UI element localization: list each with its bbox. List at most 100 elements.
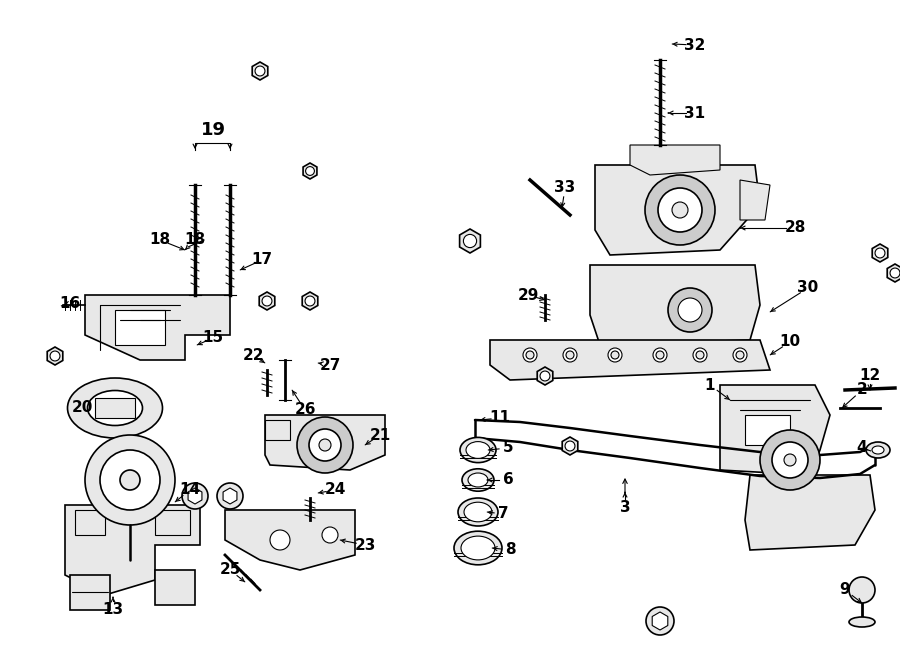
Polygon shape xyxy=(562,437,578,455)
Circle shape xyxy=(306,167,314,175)
Text: 6: 6 xyxy=(502,473,513,488)
Text: 2: 2 xyxy=(857,383,868,397)
Text: 27: 27 xyxy=(320,358,341,373)
Circle shape xyxy=(672,202,688,218)
Circle shape xyxy=(566,351,574,359)
Polygon shape xyxy=(303,163,317,179)
Ellipse shape xyxy=(462,469,494,491)
Text: 14: 14 xyxy=(179,483,201,498)
Text: 8: 8 xyxy=(505,543,516,557)
Circle shape xyxy=(693,348,707,362)
Polygon shape xyxy=(302,292,318,310)
Circle shape xyxy=(563,348,577,362)
Ellipse shape xyxy=(68,378,163,438)
Polygon shape xyxy=(630,145,720,175)
Text: 1: 1 xyxy=(705,377,716,393)
Circle shape xyxy=(656,351,664,359)
Circle shape xyxy=(217,483,243,509)
Polygon shape xyxy=(745,475,875,550)
Circle shape xyxy=(182,483,208,509)
Polygon shape xyxy=(652,612,668,630)
Ellipse shape xyxy=(460,438,496,463)
Polygon shape xyxy=(47,347,63,365)
Circle shape xyxy=(319,439,331,451)
Ellipse shape xyxy=(866,442,890,458)
Circle shape xyxy=(540,371,550,381)
Polygon shape xyxy=(490,340,770,380)
Circle shape xyxy=(646,607,674,635)
Circle shape xyxy=(645,175,715,245)
Circle shape xyxy=(668,288,712,332)
Circle shape xyxy=(890,268,900,278)
Ellipse shape xyxy=(461,536,495,560)
Text: 3: 3 xyxy=(620,500,630,516)
Polygon shape xyxy=(155,510,190,535)
Text: 30: 30 xyxy=(797,280,819,295)
Text: 5: 5 xyxy=(503,440,513,455)
Circle shape xyxy=(696,351,704,359)
Circle shape xyxy=(322,527,338,543)
Circle shape xyxy=(733,348,747,362)
Polygon shape xyxy=(252,62,268,80)
Text: 31: 31 xyxy=(684,106,706,120)
Circle shape xyxy=(85,435,175,525)
Circle shape xyxy=(784,454,796,466)
Text: 13: 13 xyxy=(103,602,123,617)
Circle shape xyxy=(653,348,667,362)
Circle shape xyxy=(849,577,875,603)
Text: 19: 19 xyxy=(201,121,226,139)
Polygon shape xyxy=(225,510,355,570)
Text: 21: 21 xyxy=(369,428,391,442)
Circle shape xyxy=(736,351,744,359)
Polygon shape xyxy=(720,385,830,475)
Polygon shape xyxy=(95,398,135,418)
Circle shape xyxy=(255,66,265,76)
Circle shape xyxy=(305,296,315,306)
Circle shape xyxy=(523,348,537,362)
Text: 29: 29 xyxy=(518,288,539,303)
Circle shape xyxy=(297,417,353,473)
Text: 10: 10 xyxy=(779,334,801,350)
Ellipse shape xyxy=(458,498,498,526)
Text: 18: 18 xyxy=(184,233,205,247)
Polygon shape xyxy=(595,165,760,255)
Polygon shape xyxy=(872,244,887,262)
Circle shape xyxy=(678,298,702,322)
Ellipse shape xyxy=(466,442,490,458)
Polygon shape xyxy=(223,488,237,504)
Polygon shape xyxy=(259,292,274,310)
Circle shape xyxy=(526,351,534,359)
Polygon shape xyxy=(537,367,553,385)
Circle shape xyxy=(875,248,885,258)
Polygon shape xyxy=(265,415,385,470)
Circle shape xyxy=(309,429,341,461)
Text: 11: 11 xyxy=(490,410,510,426)
Circle shape xyxy=(760,430,820,490)
Text: 15: 15 xyxy=(202,330,223,346)
Circle shape xyxy=(270,530,290,550)
Ellipse shape xyxy=(468,473,488,487)
Ellipse shape xyxy=(872,446,884,454)
Polygon shape xyxy=(65,505,200,595)
Text: 24: 24 xyxy=(324,483,346,498)
Text: 18: 18 xyxy=(149,233,171,247)
Polygon shape xyxy=(115,310,165,345)
Polygon shape xyxy=(460,229,481,253)
Text: 22: 22 xyxy=(242,348,264,362)
Circle shape xyxy=(100,450,160,510)
Ellipse shape xyxy=(849,617,875,627)
Text: 9: 9 xyxy=(840,582,850,598)
Text: 26: 26 xyxy=(294,403,316,418)
Circle shape xyxy=(50,351,60,361)
Ellipse shape xyxy=(454,531,502,564)
Polygon shape xyxy=(590,265,760,345)
Circle shape xyxy=(120,470,140,490)
Text: 12: 12 xyxy=(860,368,880,383)
Circle shape xyxy=(658,188,702,232)
Text: 28: 28 xyxy=(784,221,806,235)
Text: 20: 20 xyxy=(71,401,93,416)
Text: 32: 32 xyxy=(684,38,706,52)
Polygon shape xyxy=(745,415,790,445)
Polygon shape xyxy=(265,420,290,440)
Text: 4: 4 xyxy=(857,440,868,455)
